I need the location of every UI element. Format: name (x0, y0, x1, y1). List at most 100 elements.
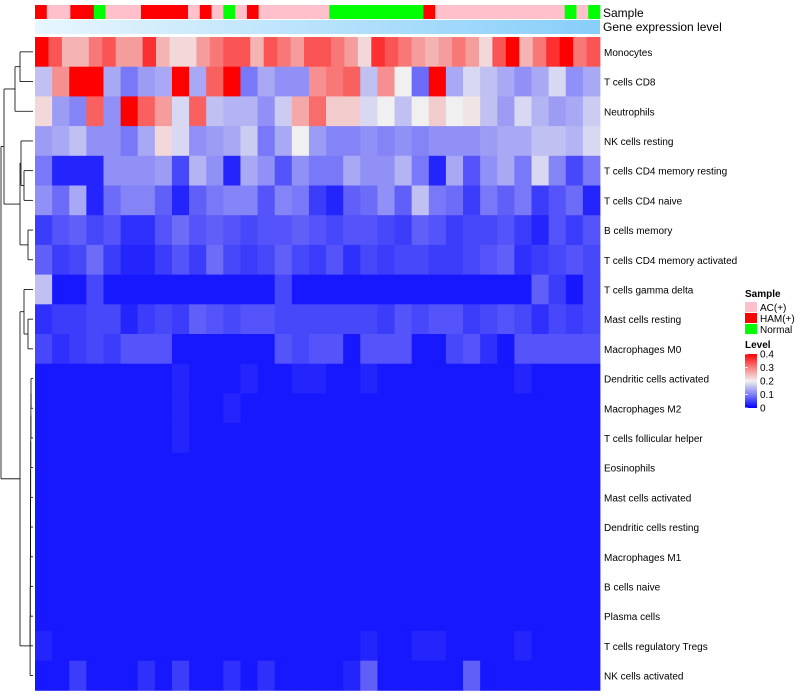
heatmap-cell (582, 660, 601, 691)
legend-sample-title: Sample (745, 289, 781, 300)
heatmap-cell (582, 185, 601, 216)
heatmap-cell (257, 274, 276, 305)
heatmap-cell (52, 185, 70, 216)
heatmap-cell (326, 631, 344, 662)
heatmap-cell (120, 512, 139, 543)
heatmap-cell (189, 482, 207, 513)
heatmap-cell (343, 215, 361, 246)
heatmap-cell (343, 155, 361, 186)
heatmap-cell (514, 393, 532, 424)
heatmap-cell (189, 601, 207, 632)
heatmap-cell (257, 244, 276, 275)
heatmap-cell (548, 512, 567, 543)
heatmap-cell (240, 244, 258, 275)
heatmap-cell (206, 482, 224, 513)
heatmap-cell (102, 37, 117, 68)
heatmap-cell (154, 274, 173, 305)
heatmap-cell (120, 423, 139, 454)
row-label: Macrophages M1 (604, 553, 682, 564)
heatmap-cell (463, 393, 481, 424)
heatmap-cell (86, 393, 104, 424)
sample-annotation-cell (576, 5, 589, 19)
heatmap-cell (582, 423, 601, 454)
heatmap-cell (35, 304, 53, 335)
heatmap-cell (171, 363, 190, 394)
heatmap-cell (206, 215, 224, 246)
heatmap-cell (69, 215, 87, 246)
heatmap-cell (52, 334, 70, 365)
heatmap-cell (326, 304, 344, 335)
heatmap-cell (154, 512, 173, 543)
heatmap-cell (480, 155, 498, 186)
heatmap-cell (223, 512, 241, 543)
heatmap-cell (463, 571, 481, 602)
heatmap-cell (394, 452, 413, 483)
heatmap-cell (171, 660, 190, 691)
heatmap-cell (274, 601, 293, 632)
heatmap-cell (206, 126, 224, 157)
heatmap-cell (137, 155, 156, 186)
heatmap-cell (154, 660, 173, 691)
heatmap-cell (377, 452, 395, 483)
heatmap-cell (69, 274, 87, 305)
heatmap-cell (505, 37, 520, 68)
sample-annotation-cell (223, 5, 236, 19)
heatmap-cell (428, 215, 447, 246)
heatmap-cell (274, 274, 293, 305)
heatmap-cell (514, 66, 532, 97)
heatmap-cell (137, 631, 156, 662)
heatmap-cell (189, 96, 207, 127)
heatmap-cell (206, 96, 224, 127)
legend-sample-swatch (745, 302, 757, 312)
heatmap-cell (86, 631, 104, 662)
heatmap-cell (189, 363, 207, 394)
heatmap-cell (514, 452, 532, 483)
heatmap-cell (223, 126, 241, 157)
heatmap-cell (291, 512, 310, 543)
heatmap-cell (360, 541, 378, 572)
heatmap-cell (463, 512, 481, 543)
heatmap-cell (411, 66, 430, 97)
heatmap-cell (497, 363, 515, 394)
heatmap-cell (394, 185, 413, 216)
heatmap-cell (445, 96, 464, 127)
heatmap-cell (291, 660, 310, 691)
heatmap-cell (428, 423, 447, 454)
heatmap-cell (514, 215, 532, 246)
heatmap-cell (582, 274, 601, 305)
heatmap-cell (463, 363, 481, 394)
heatmap-cell (171, 393, 190, 424)
heatmap-cell (308, 660, 327, 691)
heatmap-cell (171, 541, 190, 572)
heatmap-cell (169, 37, 184, 68)
heatmap-cell (308, 304, 327, 335)
heatmap-cell (565, 393, 584, 424)
heatmap-cell (189, 155, 207, 186)
heatmap-cell (514, 304, 532, 335)
heatmap-cell (103, 571, 121, 602)
heatmap-cell (171, 601, 190, 632)
heatmap-cell (35, 541, 53, 572)
heatmap-cell (531, 66, 550, 97)
heatmap-cell (206, 185, 224, 216)
heatmap-cell (304, 37, 318, 68)
heatmap-cell (514, 274, 532, 305)
heatmap-cell (548, 452, 567, 483)
heatmap-cell (69, 541, 87, 572)
heatmap-cell (394, 304, 413, 335)
heatmap-cell (69, 601, 87, 632)
heatmap-cell (514, 512, 532, 543)
heatmap-cell (35, 274, 53, 305)
heatmap-cell (86, 512, 104, 543)
heatmap-cell (52, 126, 70, 157)
heatmap-cell (223, 185, 241, 216)
heatmap-cell (394, 363, 413, 394)
heatmap-cell (257, 423, 276, 454)
heatmap-cell (548, 274, 567, 305)
heatmap-cell (103, 185, 121, 216)
heatmap-cell (445, 126, 464, 157)
heatmap-cell (565, 452, 584, 483)
heatmap-cell (394, 244, 413, 275)
heatmap-cell (86, 185, 104, 216)
heatmap-cell (274, 631, 293, 662)
